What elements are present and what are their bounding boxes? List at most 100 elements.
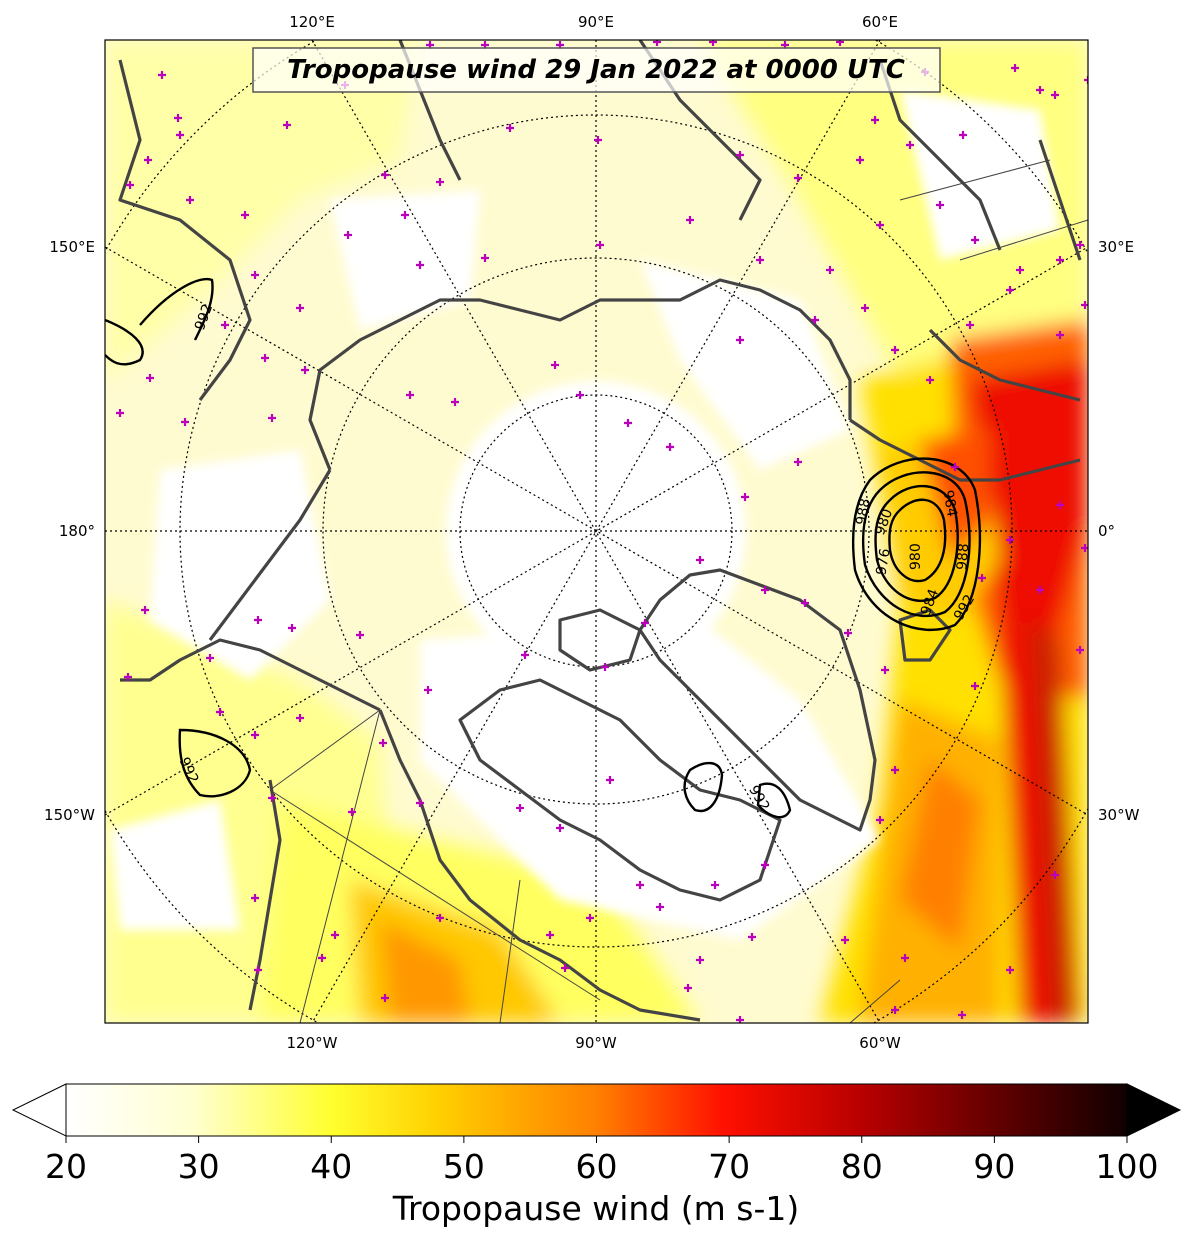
station-marker xyxy=(736,336,744,344)
station-marker xyxy=(424,686,432,694)
station-marker xyxy=(656,903,664,911)
colorbar-tick-label: 20 xyxy=(45,1147,87,1186)
station-marker xyxy=(261,354,269,362)
station-marker xyxy=(1016,266,1024,274)
contour-label: 976 xyxy=(873,547,893,576)
station-marker xyxy=(1056,501,1064,509)
station-marker xyxy=(971,236,979,244)
station-marker xyxy=(551,361,559,369)
station-marker xyxy=(856,156,864,164)
station-marker xyxy=(586,914,594,922)
lon-label-bottom: 90°W xyxy=(575,1034,617,1052)
station-marker xyxy=(978,574,986,582)
map-title: Tropopause wind 29 Jan 2022 at 0000 UTC xyxy=(287,55,905,85)
station-marker xyxy=(268,794,276,802)
station-marker xyxy=(906,141,914,149)
station-marker xyxy=(221,321,229,329)
pressure-contours xyxy=(105,277,982,819)
station-marker xyxy=(794,174,802,182)
contour-label: 988 xyxy=(954,543,972,571)
station-marker xyxy=(216,708,224,716)
station-marker xyxy=(594,136,602,144)
colorbar-label: Tropopause wind (m s-1) xyxy=(392,1189,800,1228)
station-marker xyxy=(268,414,276,422)
station-marker xyxy=(379,739,387,747)
colorbar-tick-label: 70 xyxy=(708,1147,750,1186)
station-marker xyxy=(296,714,304,722)
station-marker xyxy=(811,316,819,324)
station-marker xyxy=(141,606,149,614)
station-marker xyxy=(711,881,719,889)
lon-label-bottom: 120°W xyxy=(287,1034,338,1052)
station-marker xyxy=(254,616,262,624)
station-marker xyxy=(288,624,296,632)
station-marker xyxy=(876,816,884,824)
station-marker xyxy=(966,321,974,329)
station-marker xyxy=(356,631,364,639)
station-marker xyxy=(951,463,959,471)
station-marker xyxy=(709,40,717,46)
station-marker xyxy=(416,799,424,807)
colorbar-extend-low xyxy=(11,1083,67,1137)
station-marker xyxy=(251,731,259,739)
station-marker xyxy=(451,398,459,406)
station-marker xyxy=(436,178,444,186)
colorbar-tick-label: 50 xyxy=(443,1147,485,1186)
colorbar-bar xyxy=(65,1083,1128,1137)
map-area: 992 988 984 980 976 980 984 988 992 992 … xyxy=(105,40,1088,1023)
political-borders xyxy=(269,159,1088,1023)
station-marker xyxy=(241,211,249,219)
station-marker xyxy=(174,114,182,122)
station-marker xyxy=(283,121,291,129)
station-marker xyxy=(521,651,529,659)
lon-label-top: 90°E xyxy=(578,13,614,31)
station-marker xyxy=(206,654,214,662)
station-marker xyxy=(871,116,879,124)
station-marker xyxy=(561,964,569,972)
contour-label: 980 xyxy=(908,543,924,570)
station-marker xyxy=(684,984,692,992)
station-marker xyxy=(301,366,309,374)
station-marker xyxy=(254,966,262,974)
station-marker xyxy=(696,556,704,564)
wind-field xyxy=(105,40,1088,1023)
station-marker xyxy=(624,419,632,427)
station-marker xyxy=(1076,646,1084,654)
colorbar-tick-label: 60 xyxy=(576,1147,618,1186)
graticule xyxy=(105,40,1088,1023)
station-marker xyxy=(836,40,844,46)
station-marker xyxy=(1036,86,1044,94)
lon-label-bottom: 60°W xyxy=(859,1034,901,1052)
station-marker xyxy=(936,201,944,209)
station-marker xyxy=(686,216,694,224)
station-marker xyxy=(1051,91,1059,99)
station-marker xyxy=(251,894,259,902)
station-marker xyxy=(891,1006,899,1014)
station-marker xyxy=(891,346,899,354)
station-marker xyxy=(748,933,756,941)
station-marker xyxy=(841,936,849,944)
station-marker xyxy=(696,956,704,964)
station-marker xyxy=(606,776,614,784)
lon-label-left: 150°E xyxy=(49,238,95,256)
station-marker xyxy=(296,304,304,312)
station-marker xyxy=(1006,966,1014,974)
lon-label-left: 150°W xyxy=(44,806,95,824)
station-marker xyxy=(176,131,184,139)
station-marker xyxy=(124,673,132,681)
station-marker xyxy=(891,766,899,774)
station-marker xyxy=(1056,256,1064,264)
station-marker xyxy=(416,261,424,269)
station-marker xyxy=(401,211,409,219)
station-marker xyxy=(516,804,524,812)
lon-label-top: 60°E xyxy=(862,13,898,31)
lon-label-right: 0° xyxy=(1098,522,1115,540)
station-marker xyxy=(344,231,352,239)
station-marker xyxy=(251,271,259,279)
station-marker xyxy=(546,931,554,939)
station-marker xyxy=(741,493,749,501)
colorbar-tick-label: 80 xyxy=(841,1147,883,1186)
station-marker xyxy=(1006,536,1014,544)
station-marker xyxy=(126,181,134,189)
